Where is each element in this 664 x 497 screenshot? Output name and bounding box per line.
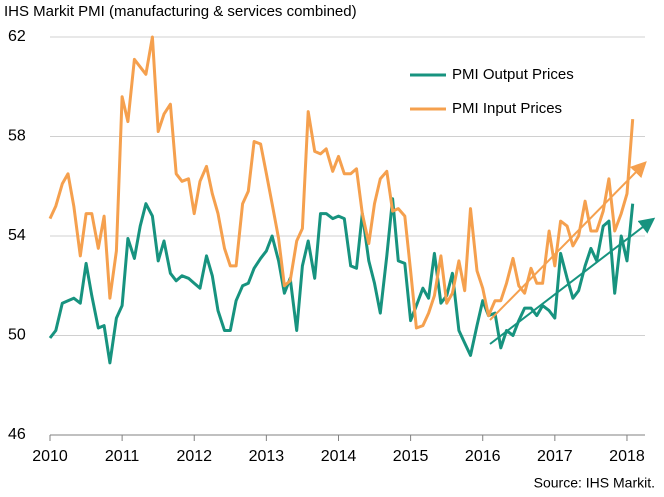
series-line [48,35,635,330]
y-tick-label: 62 [8,28,26,45]
x-tick-label: 2011 [105,448,140,465]
legend-label: PMI Output Prices [452,66,574,83]
x-tick-label: 2012 [176,448,212,465]
x-tick-label: 2014 [321,448,357,465]
x-tick-label: 2013 [249,448,285,465]
x-tick-label: 2017 [537,448,573,465]
x-tick-label: 2016 [465,448,501,465]
plot: 46 50 54 58 62 2010 2011 2012 2013 2014 2015 2016 20… [8,28,645,465]
series-line [48,197,635,365]
y-tick-label: 54 [8,227,26,244]
source: Source: IHS Markit. [534,475,655,491]
trend-arrow [489,161,647,321]
x-tick-label: 2018 [609,448,645,465]
chart-title: IHS Markit PMI (manufacturing & services… [4,3,357,20]
y-tick-label: 50 [8,327,26,344]
x-tick-label: 2015 [393,448,429,465]
trend-arrow [489,217,656,345]
y-tick-label: 46 [8,426,26,443]
x-tick-label: 2010 [32,448,68,465]
legend-label: PMI Input Prices [452,100,562,117]
y-tick-label: 58 [8,128,26,145]
